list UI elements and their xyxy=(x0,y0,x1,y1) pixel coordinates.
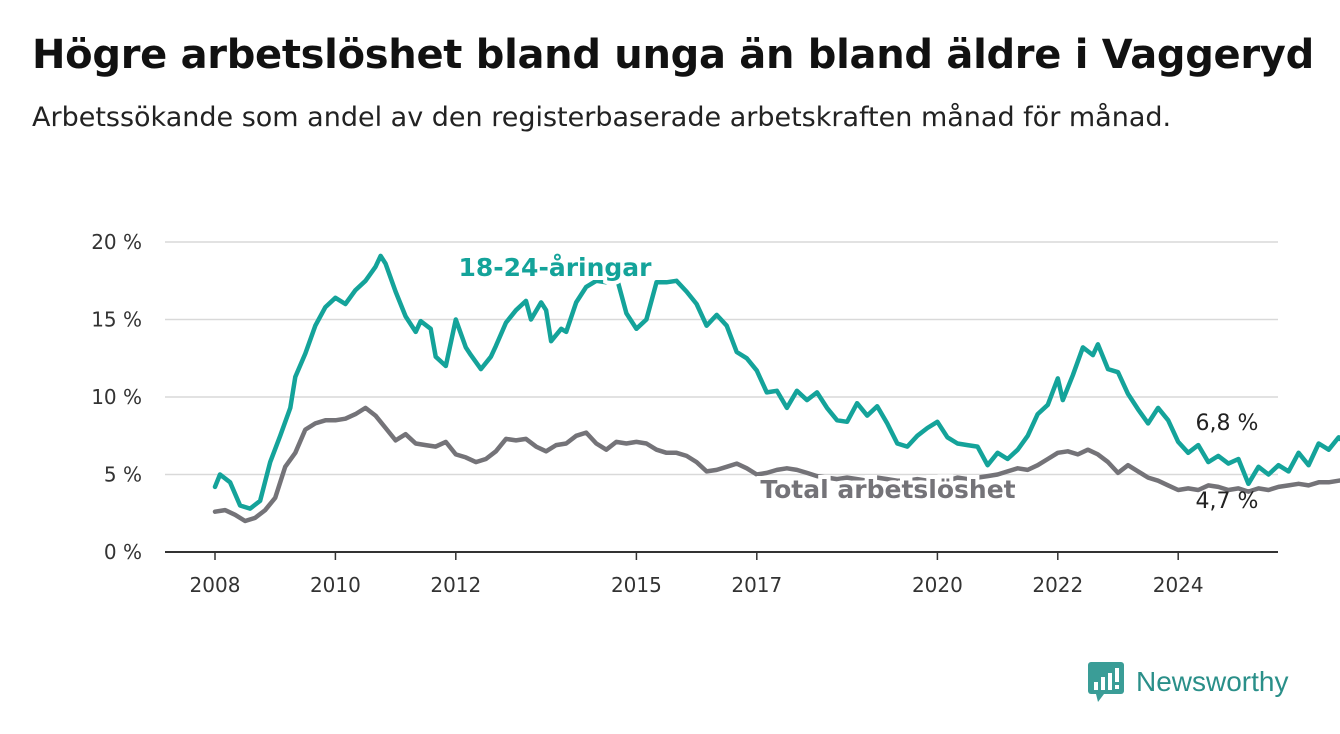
chart-subtitle: Arbetssökande som andel av den registerb… xyxy=(32,102,1172,133)
y-axis-ticks: 0 % 5 % 10 % 15 % 20 % xyxy=(91,230,142,564)
x-tick-label: 2017 xyxy=(731,573,782,597)
y-tick-label: 0 % xyxy=(104,540,142,564)
series-label-total: Total arbetslöshet xyxy=(760,475,1015,504)
x-tick-label: 2024 xyxy=(1153,573,1204,597)
end-value-young: 6,8 % xyxy=(1196,411,1259,436)
y-tick-label: 15 % xyxy=(91,308,142,332)
x-tick-label: 2012 xyxy=(430,573,481,597)
series-line xyxy=(212,405,1340,524)
x-tick-label: 2022 xyxy=(1032,573,1083,597)
chart-title: Högre arbetslöshet bland unga än bland ä… xyxy=(32,32,1314,78)
series-label-young: 18-24-åringar xyxy=(459,253,653,282)
series-line xyxy=(212,253,1340,511)
brand-logo: Newsworthy xyxy=(1088,660,1288,704)
series-labels: 18-24-åringar Total arbetslöshet 6,8 % 4,7 … xyxy=(455,249,1259,514)
y-tick-label: 20 % xyxy=(91,230,142,254)
x-axis-ticks: 2008 2010 2012 2015 2017 2020 2022 2024 xyxy=(190,552,1204,597)
grid-lines xyxy=(165,241,1278,553)
x-tick-label: 2010 xyxy=(310,573,361,597)
chart-bubble-icon xyxy=(1088,662,1124,702)
brand-name: Newsworthy xyxy=(1136,666,1289,697)
x-tick-label: 2020 xyxy=(912,573,963,597)
x-tick-label: 2015 xyxy=(611,573,662,597)
series-lines xyxy=(212,253,1340,524)
end-value-total: 4,7 % xyxy=(1196,489,1259,514)
y-tick-label: 5 % xyxy=(104,463,142,487)
y-tick-label: 10 % xyxy=(91,385,142,409)
x-tick-label: 2008 xyxy=(190,573,241,597)
